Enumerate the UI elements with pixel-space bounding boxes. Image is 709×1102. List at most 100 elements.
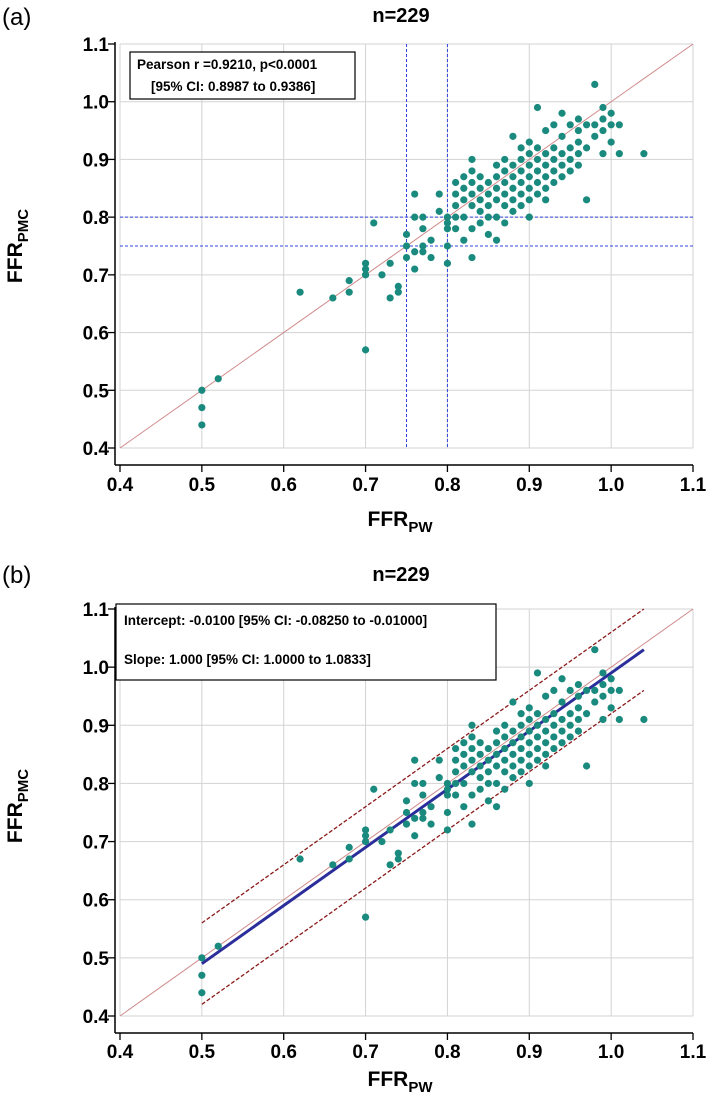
y-tick-label: 0.5 [83, 949, 110, 970]
data-point [468, 167, 476, 175]
data-point [566, 710, 574, 718]
x-tick-label: 0.7 [352, 475, 378, 496]
panel-label: (a) [2, 4, 31, 31]
data-point [443, 808, 452, 817]
data-point [550, 733, 558, 741]
data-point [345, 277, 353, 285]
data-point [468, 768, 476, 776]
data-point [542, 173, 550, 181]
data-point [443, 791, 452, 799]
data-point [460, 236, 468, 244]
y-tick-label: 0.7 [83, 833, 109, 854]
data-point [582, 762, 591, 770]
data-point [468, 178, 476, 187]
data-point [533, 744, 542, 753]
data-point [591, 80, 599, 88]
data-point [443, 242, 452, 250]
data-point [484, 797, 492, 805]
data-point [468, 253, 476, 262]
data-point [214, 942, 222, 950]
x-tick-label: 0.6 [271, 1042, 297, 1063]
data-point [517, 178, 525, 187]
data-point [411, 248, 419, 256]
data-point [370, 785, 378, 793]
data-point [574, 161, 583, 169]
y-axis-label-sub: PMC [15, 209, 32, 243]
data-point [329, 861, 337, 869]
data-point [476, 196, 484, 204]
data-point [615, 715, 623, 724]
data-point [468, 721, 476, 729]
y-tick-label: 0.7 [83, 266, 109, 287]
data-point [599, 103, 607, 112]
data-point [558, 675, 566, 683]
data-point [198, 404, 206, 412]
data-point [468, 756, 476, 764]
data-point [615, 686, 623, 695]
data-point [492, 161, 501, 169]
data-point [525, 750, 533, 758]
data-point [419, 225, 427, 233]
data-point [607, 121, 615, 129]
data-point [452, 744, 460, 753]
data-point [599, 692, 607, 700]
x-tick-label: 0.4 [107, 1042, 134, 1063]
data-point [501, 219, 509, 227]
data-point [574, 680, 583, 689]
data-point [501, 190, 509, 198]
x-tick-label: 1.0 [598, 475, 624, 496]
data-point [361, 265, 370, 273]
data-point [198, 386, 206, 394]
data-point [329, 294, 337, 302]
data-point [599, 680, 607, 689]
data-point [484, 213, 492, 221]
x-tick-label: 0.4 [107, 475, 134, 496]
data-point [484, 178, 492, 187]
data-point [533, 155, 542, 164]
data-point [452, 791, 460, 799]
data-point [427, 253, 435, 262]
data-point [198, 954, 206, 962]
data-point [574, 692, 583, 700]
y-tick-label: 1.1 [83, 35, 110, 56]
data-point [509, 698, 517, 706]
data-point [468, 733, 476, 741]
data-point [411, 213, 419, 221]
data-point [550, 167, 558, 175]
data-point [427, 803, 435, 811]
data-point [452, 756, 460, 764]
data-point [607, 704, 615, 712]
data-point [533, 669, 542, 677]
data-point [517, 144, 525, 152]
data-point [607, 686, 615, 695]
data-point [476, 739, 484, 747]
x-axis-label-sub: PW [408, 519, 433, 536]
x-tick-label: 0.5 [189, 475, 216, 496]
data-point [443, 259, 452, 267]
data-point [443, 785, 452, 793]
data-point [468, 202, 476, 210]
data-point [394, 282, 402, 290]
data-point [599, 126, 607, 135]
data-point [198, 421, 206, 429]
data-point [361, 826, 370, 834]
data-point [525, 704, 533, 712]
data-point [517, 710, 525, 718]
data-point [435, 190, 443, 198]
data-point [517, 190, 525, 198]
data-point [574, 115, 583, 123]
lower-prediction-line [201, 689, 645, 1005]
data-point [501, 721, 509, 729]
stats-line-2: [95% CI: 0.8987 to 0.9386] [151, 79, 315, 94]
stats-box: Pearson r =0.9210, p<0.0001 [95% CI: 0.8… [129, 51, 356, 100]
data-point [525, 184, 533, 192]
data-point [591, 686, 599, 695]
data-point [533, 190, 542, 198]
data-point [492, 803, 501, 811]
data-point [468, 744, 476, 753]
data-point [542, 715, 550, 724]
x-axis-label-main: FFR [368, 1068, 409, 1091]
x-tick-label: 0.8 [434, 1042, 460, 1063]
data-point [501, 178, 509, 187]
